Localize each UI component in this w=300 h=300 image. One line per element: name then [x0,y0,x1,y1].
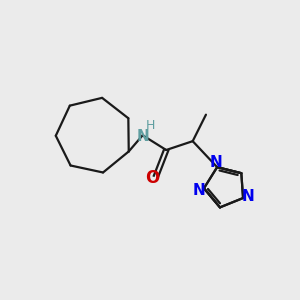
Text: O: O [145,169,160,187]
Text: H: H [145,119,155,132]
Text: N: N [192,183,205,198]
Text: N: N [209,155,222,170]
Text: N: N [242,189,255,204]
Text: N: N [136,129,149,144]
